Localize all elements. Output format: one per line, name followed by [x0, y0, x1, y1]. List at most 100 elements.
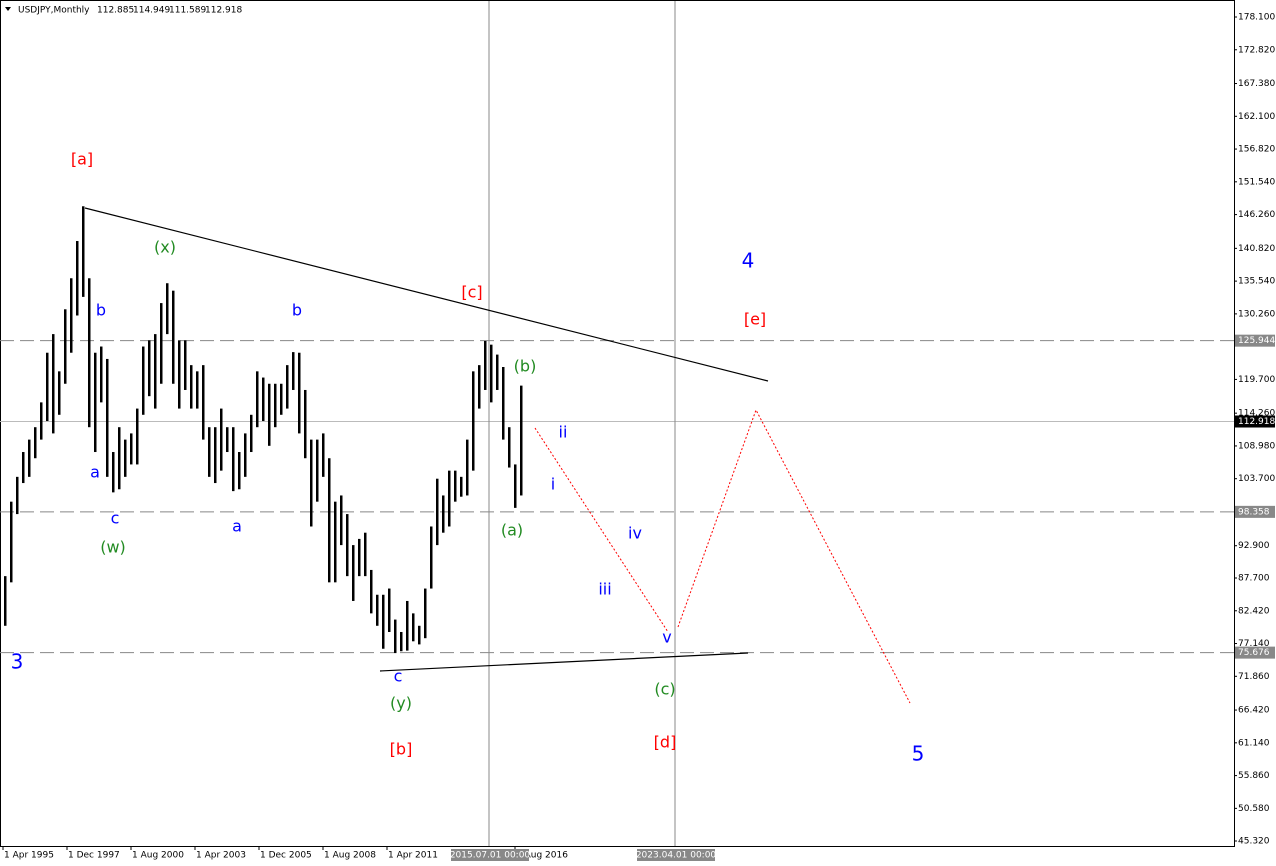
wave-label: ii	[559, 423, 568, 442]
y-tick-label: 55.860	[1238, 771, 1270, 781]
bar	[244, 433, 247, 477]
bar	[88, 278, 91, 428]
bar	[184, 340, 187, 390]
y-tick-label: 172.820	[1238, 45, 1275, 55]
bar	[250, 414, 253, 453]
y-tick-label: 87.700	[1238, 574, 1270, 584]
y-tick-label: 82.420	[1238, 606, 1270, 616]
price-label: 125.944	[1238, 336, 1275, 346]
bars: 1995.041995.071995.101996.011996.041996.…	[4, 206, 523, 654]
y-tick-label: 103.700	[1238, 474, 1275, 484]
trendline	[379, 652, 749, 672]
wave-label: c	[394, 667, 403, 686]
bar	[64, 309, 67, 384]
bar	[358, 538, 361, 577]
annotations: [a] [c] [e] [b] [d] 3 4 5 b a c b a c ii…	[11, 150, 925, 766]
bar	[262, 377, 265, 421]
y-tick-label: 130.260	[1238, 309, 1275, 319]
wave-label: iv	[628, 524, 642, 543]
y-tick-label: 119.700	[1238, 375, 1275, 385]
date-label-bg	[451, 849, 529, 861]
y-tick-label: 151.540	[1238, 177, 1275, 187]
wave-label: [a]	[71, 150, 93, 169]
bar	[40, 402, 43, 440]
bar	[274, 383, 277, 428]
wave-label: 3	[11, 650, 24, 674]
wave-label: [b]	[390, 740, 413, 759]
date-label: 2015.07.01 00:00	[450, 851, 531, 861]
bar	[106, 358, 109, 477]
y-tick-label: 45.320	[1238, 837, 1270, 847]
date-label-bg	[637, 849, 715, 861]
bar	[478, 365, 481, 409]
bar	[484, 340, 487, 390]
bar	[442, 495, 445, 533]
bar	[112, 452, 115, 493]
bar	[310, 439, 313, 527]
wave-label: 5	[912, 742, 925, 766]
bar	[34, 427, 37, 459]
wave-label: (c)	[654, 680, 675, 699]
wave-label: b	[96, 301, 106, 320]
header-value: 112.918	[205, 6, 242, 16]
bar	[22, 452, 25, 484]
wave-label: i	[551, 475, 555, 494]
chart-title: USDJPY,Monthly	[18, 6, 90, 16]
bar	[406, 600, 409, 651]
bar	[424, 588, 427, 639]
y-tick-label: 167.380	[1238, 79, 1275, 89]
bar	[70, 278, 73, 353]
bar	[136, 408, 139, 465]
x-tick-label: 1 Aug 2008	[324, 851, 376, 861]
bar	[16, 476, 19, 515]
y-tick-label: 114.260	[1238, 409, 1275, 419]
bar	[46, 352, 49, 421]
bar	[514, 464, 517, 508]
y-tick-label: 71.860	[1238, 672, 1270, 682]
plot-frame	[0, 0, 1235, 847]
wave-label: 4	[742, 249, 755, 273]
bar	[142, 346, 145, 415]
bar	[10, 501, 13, 583]
x-tick-label: 1 Apr 2003	[196, 851, 246, 861]
bar	[382, 594, 385, 649]
y-tick-label: 162.100	[1238, 112, 1275, 122]
bar	[220, 408, 223, 471]
header-value: 114.949	[133, 6, 170, 16]
bar	[496, 354, 499, 390]
wave-label: (x)	[154, 238, 176, 257]
bar	[334, 501, 337, 583]
bar	[322, 433, 325, 477]
bar	[4, 576, 7, 626]
bar	[280, 383, 283, 415]
bar	[328, 458, 331, 583]
menu-arrow[interactable]	[5, 7, 11, 11]
bar	[298, 352, 301, 434]
wave-label: (w)	[100, 538, 126, 557]
bar	[418, 625, 421, 645]
x-tick-label: 1 Apr 1995	[4, 851, 54, 861]
wave-label: (b)	[514, 357, 537, 376]
bar	[238, 452, 241, 490]
bar	[190, 365, 193, 409]
x-tick-label: 1 Aug 2016	[516, 851, 568, 861]
y-tick-label: 146.260	[1238, 210, 1275, 220]
header-value: 111.589	[169, 6, 206, 16]
bar	[364, 532, 367, 577]
y-tick-label: 156.820	[1238, 145, 1275, 155]
bar	[412, 613, 415, 642]
bar	[208, 427, 211, 477]
x-tick-label: 1 Apr 2011	[388, 851, 438, 861]
wave-label: b	[292, 301, 302, 320]
bar	[508, 427, 511, 468]
bar	[388, 588, 391, 632]
price-label: 75.676	[1238, 648, 1270, 658]
bar	[94, 352, 97, 453]
price-label-bg	[1235, 646, 1275, 659]
wave-label: a	[232, 517, 242, 536]
projection	[677, 408, 911, 704]
bar	[436, 478, 439, 546]
bar	[202, 365, 205, 440]
bar	[196, 371, 199, 409]
